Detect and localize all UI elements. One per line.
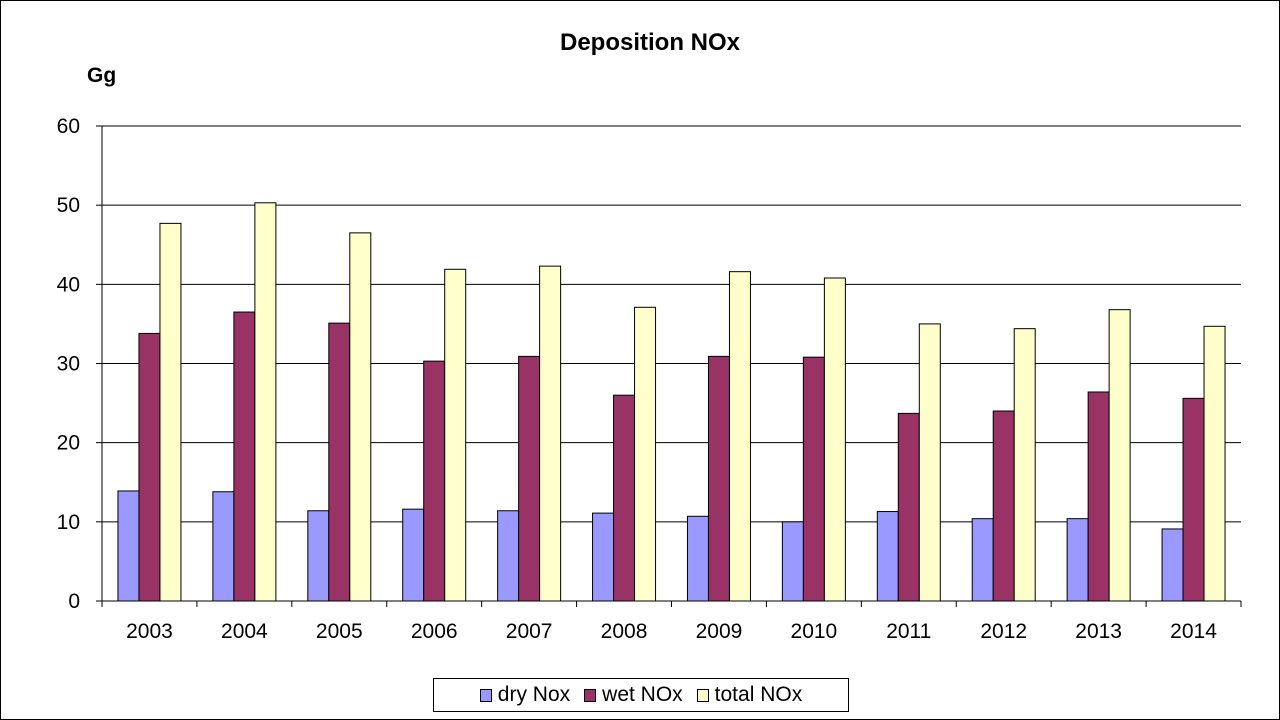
bar-wet-nox-2013 <box>1087 391 1110 602</box>
y-tick-label: 20 <box>57 432 80 455</box>
bar-wet-nox-2010 <box>802 356 825 602</box>
bar-total-nox-2003 <box>159 222 182 602</box>
bar-total-nox-2004 <box>254 202 277 602</box>
y-tick-label: 50 <box>57 194 80 217</box>
bar-wet-nox-2007 <box>518 355 541 602</box>
legend-label-wet: wet NOx <box>602 683 683 706</box>
legend-label-dry: dry Nox <box>497 683 571 706</box>
bar-total-nox-2008 <box>634 306 657 602</box>
y-tick-labels: 0 10 20 30 40 50 60 <box>57 115 80 613</box>
bar-total-nox-2007 <box>539 265 562 602</box>
bar-total-nox-2010 <box>823 277 846 602</box>
bar-wet-nox-2003 <box>138 332 161 602</box>
legend: dry Nox wet NOx total NOx <box>433 678 849 712</box>
x-tick-label: 2014 <box>1170 620 1217 643</box>
bar-dry-nox-2011 <box>876 511 899 602</box>
legend-swatch-wet <box>584 688 597 702</box>
x-tick-labels: 2003 2004 2005 2006 2007 2008 2009 2010 2011 2012… <box>126 620 1217 643</box>
gridlines <box>102 125 1241 523</box>
x-tick-label: 2011 <box>886 620 931 643</box>
bar-dry-nox-2006 <box>402 508 425 602</box>
bar-wet-nox-2008 <box>613 394 636 602</box>
y-tick-label: 40 <box>57 273 80 296</box>
x-tick-label: 2008 <box>601 620 648 643</box>
legend-label-total: total NOx <box>714 683 803 706</box>
axes <box>96 125 1242 607</box>
bar-dry-nox-2008 <box>592 512 615 602</box>
x-tick-label: 2012 <box>980 620 1027 643</box>
x-tick-label: 2005 <box>316 620 363 643</box>
legend-item-total: total NOx <box>696 683 803 707</box>
x-tick-label: 2013 <box>1075 620 1122 643</box>
legend-swatch-dry <box>479 688 492 702</box>
y-axis-unit-label: Gg <box>87 64 116 87</box>
bar-wet-nox-2009 <box>707 355 730 602</box>
bar-total-nox-2009 <box>728 271 751 602</box>
legend-item-wet: wet NOx <box>584 683 683 707</box>
bar-dry-nox-2012 <box>971 518 994 602</box>
x-tick-label: 2010 <box>791 620 838 643</box>
bar-wet-nox-2004 <box>233 311 256 602</box>
bar-total-nox-2006 <box>444 268 467 602</box>
bar-wet-nox-2005 <box>328 322 351 602</box>
bar-dry-nox-2010 <box>781 521 804 602</box>
y-tick-label: 0 <box>68 590 80 613</box>
bar-total-nox-2014 <box>1203 325 1226 602</box>
bar-dry-nox-2005 <box>307 510 330 602</box>
bar-dry-nox-2013 <box>1066 518 1089 602</box>
bar-dry-nox-2004 <box>212 491 235 602</box>
bar-total-nox-2011 <box>918 323 941 602</box>
bar-dry-nox-2007 <box>497 510 520 602</box>
legend-item-dry: dry Nox <box>479 683 571 707</box>
x-tick-label: 2006 <box>411 620 458 643</box>
x-tick-label: 2007 <box>506 620 553 643</box>
bar-wet-nox-2014 <box>1182 397 1205 602</box>
bar-total-nox-2013 <box>1108 309 1131 602</box>
bar-wet-nox-2011 <box>897 412 920 602</box>
bar-wet-nox-2006 <box>423 360 446 602</box>
x-tick-label: 2003 <box>126 620 173 643</box>
bar-wet-nox-2012 <box>992 410 1015 602</box>
bars <box>117 202 1226 602</box>
bar-dry-nox-2009 <box>686 515 709 602</box>
x-tick-label: 2009 <box>696 620 743 643</box>
chart-title: Deposition NOx <box>560 29 741 56</box>
y-tick-label: 30 <box>57 353 80 376</box>
bar-total-nox-2005 <box>349 232 372 602</box>
bar-dry-nox-2003 <box>117 490 140 602</box>
bar-dry-nox-2014 <box>1161 528 1184 602</box>
legend-swatch-total <box>696 688 709 702</box>
y-tick-label: 60 <box>57 115 80 138</box>
bar-total-nox-2012 <box>1013 328 1036 602</box>
x-tick-label: 2004 <box>221 620 268 643</box>
y-tick-label: 10 <box>57 511 80 534</box>
